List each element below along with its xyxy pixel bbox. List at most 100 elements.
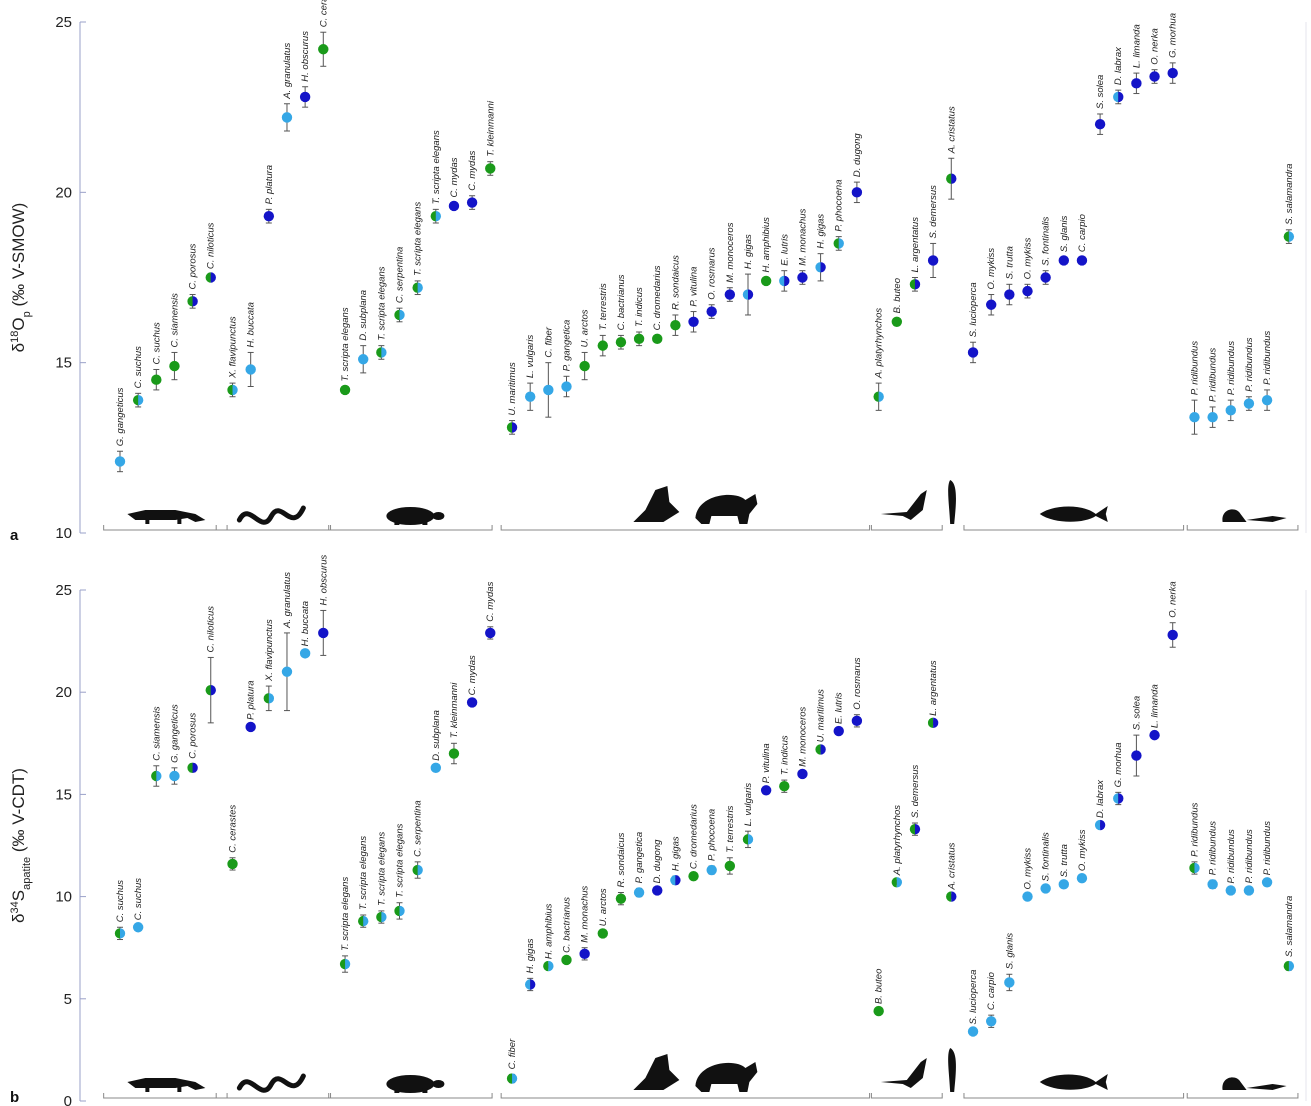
point-marker <box>318 44 329 55</box>
point-label: H. buccata <box>246 302 257 347</box>
point-marker-right <box>914 823 921 835</box>
point-label: B. buteo <box>892 278 903 313</box>
data-point-35: L. vulgaris <box>742 783 754 849</box>
data-point-5: C. porosus <box>187 713 199 774</box>
group-bracket-amphibians <box>1186 1093 1299 1099</box>
panel-letter: b <box>10 1089 19 1106</box>
data-point-61: P. ridibundus <box>1225 829 1237 896</box>
point-label: P. vitulina <box>689 267 700 307</box>
group-bracket-mammals <box>500 525 871 531</box>
point-marker-left <box>815 744 821 755</box>
point-label: P. phocoena <box>834 179 845 231</box>
data-point-47: S. lucioperca <box>967 282 979 364</box>
point-label: H. gigas <box>670 836 681 871</box>
point-label: C. cerastes <box>318 0 329 27</box>
point-label: O. mykiss <box>1077 829 1088 871</box>
point-marker-left <box>339 958 346 970</box>
point-label: A. platyrhynchos <box>874 308 885 379</box>
point-label: M. monoceros <box>725 222 736 282</box>
point-marker <box>760 275 772 287</box>
point-label: G. morhua <box>1113 742 1124 787</box>
point-label: U. arctos <box>598 888 609 926</box>
point-marker-left <box>815 262 821 273</box>
point-marker-left <box>187 762 193 774</box>
point-marker-left <box>946 891 952 902</box>
point-marker <box>779 781 790 792</box>
point-label: D. dugong <box>852 133 863 178</box>
point-label: S. fontinalis <box>1041 832 1052 881</box>
point-marker-right <box>951 891 957 902</box>
data-point-48: O. mykiss <box>986 248 997 316</box>
point-label: C. fiber <box>543 326 554 357</box>
y-tick-label: 25 <box>55 582 72 599</box>
point-label: P. ridibundus <box>1244 829 1255 883</box>
mammals-silhouette-icon <box>633 1054 758 1092</box>
data-point-29: T. indicus <box>633 287 645 347</box>
turtles-silhouette-icon <box>386 1075 445 1093</box>
data-point-34: M. monoceros <box>724 222 736 302</box>
point-marker <box>652 333 663 345</box>
point-label: S. lucioperca <box>968 970 979 1025</box>
point-marker <box>986 299 997 310</box>
data-point-9: P. platura <box>263 165 275 224</box>
point-marker <box>1094 119 1106 130</box>
point-label: D. subplana <box>431 710 442 761</box>
data-point-46: A. cristatus <box>946 106 957 200</box>
point-marker-left <box>263 693 269 704</box>
point-label: C. suchus <box>151 322 162 364</box>
data-point-41: D. dugong <box>851 133 863 204</box>
data-point-17: T. scripta elegans <box>412 202 424 296</box>
point-label: O. rosmarus <box>707 247 718 300</box>
group-bracket-mammals <box>500 1093 871 1099</box>
point-label: H. buccata <box>300 601 311 646</box>
point-marker-right <box>435 210 442 222</box>
point-label: T. scripta elegans <box>395 823 406 897</box>
group-bracket-fish <box>963 525 1185 531</box>
data-point-56: S. solea <box>1131 696 1142 777</box>
fish-silhouette-icon <box>1039 506 1108 522</box>
point-marker <box>466 197 478 208</box>
point-marker <box>1149 729 1160 741</box>
data-point-2: C. suchus <box>132 878 144 933</box>
point-label: D. labrax <box>1113 46 1124 85</box>
group-bracket-birds <box>870 1093 943 1099</box>
point-marker-right <box>381 347 387 358</box>
point-marker-right <box>838 238 844 249</box>
data-point-54: D. labrax <box>1094 779 1106 831</box>
data-point-40: E. lutris <box>833 692 845 737</box>
snakes-silhouette-icon <box>236 505 306 525</box>
data-point-28: R. sondaicus <box>615 832 627 906</box>
point-label: U. arctos <box>580 309 591 347</box>
point-label: T. scripta elegans <box>376 266 387 340</box>
data-point-15: T. scripta elegans <box>376 266 387 360</box>
data-point-39: H. gigas <box>815 214 827 282</box>
point-marker-right <box>120 928 126 939</box>
group-bracket-snakes <box>215 525 332 531</box>
data-point-3: C. suchus <box>151 322 162 391</box>
point-marker-right <box>1118 793 1124 804</box>
y-title-subscript: p <box>21 311 33 317</box>
group-bracket-crocodiles <box>103 525 228 531</box>
data-point-21: T. kleinmanni <box>485 100 496 176</box>
point-label: T. indicus <box>634 287 645 327</box>
point-marker <box>615 337 627 348</box>
point-marker-right <box>345 958 351 970</box>
point-label: C. bactrianus <box>616 274 627 330</box>
point-label: L. vulgaris <box>525 335 536 379</box>
point-label: P. ridibundus <box>1262 330 1273 384</box>
data-point-14: T. scripta elegans <box>358 836 369 928</box>
y-title-superscript: 34 <box>9 901 21 913</box>
data-point-49: S. glanis <box>1004 933 1015 992</box>
point-marker <box>1058 879 1070 890</box>
point-label: C. siamensis <box>169 293 180 348</box>
point-label: A. granulatus <box>282 572 293 629</box>
point-marker-right <box>268 693 275 704</box>
data-point-20: C. mydas <box>466 655 478 708</box>
point-marker-right <box>417 282 423 293</box>
data-point-6: C. niloticus <box>205 606 217 724</box>
point-label: A. cristatus <box>946 106 957 154</box>
point-marker-right <box>192 762 198 774</box>
crocodiles-silhouette-icon <box>127 1078 206 1092</box>
point-label: P. gangetica <box>634 832 645 884</box>
